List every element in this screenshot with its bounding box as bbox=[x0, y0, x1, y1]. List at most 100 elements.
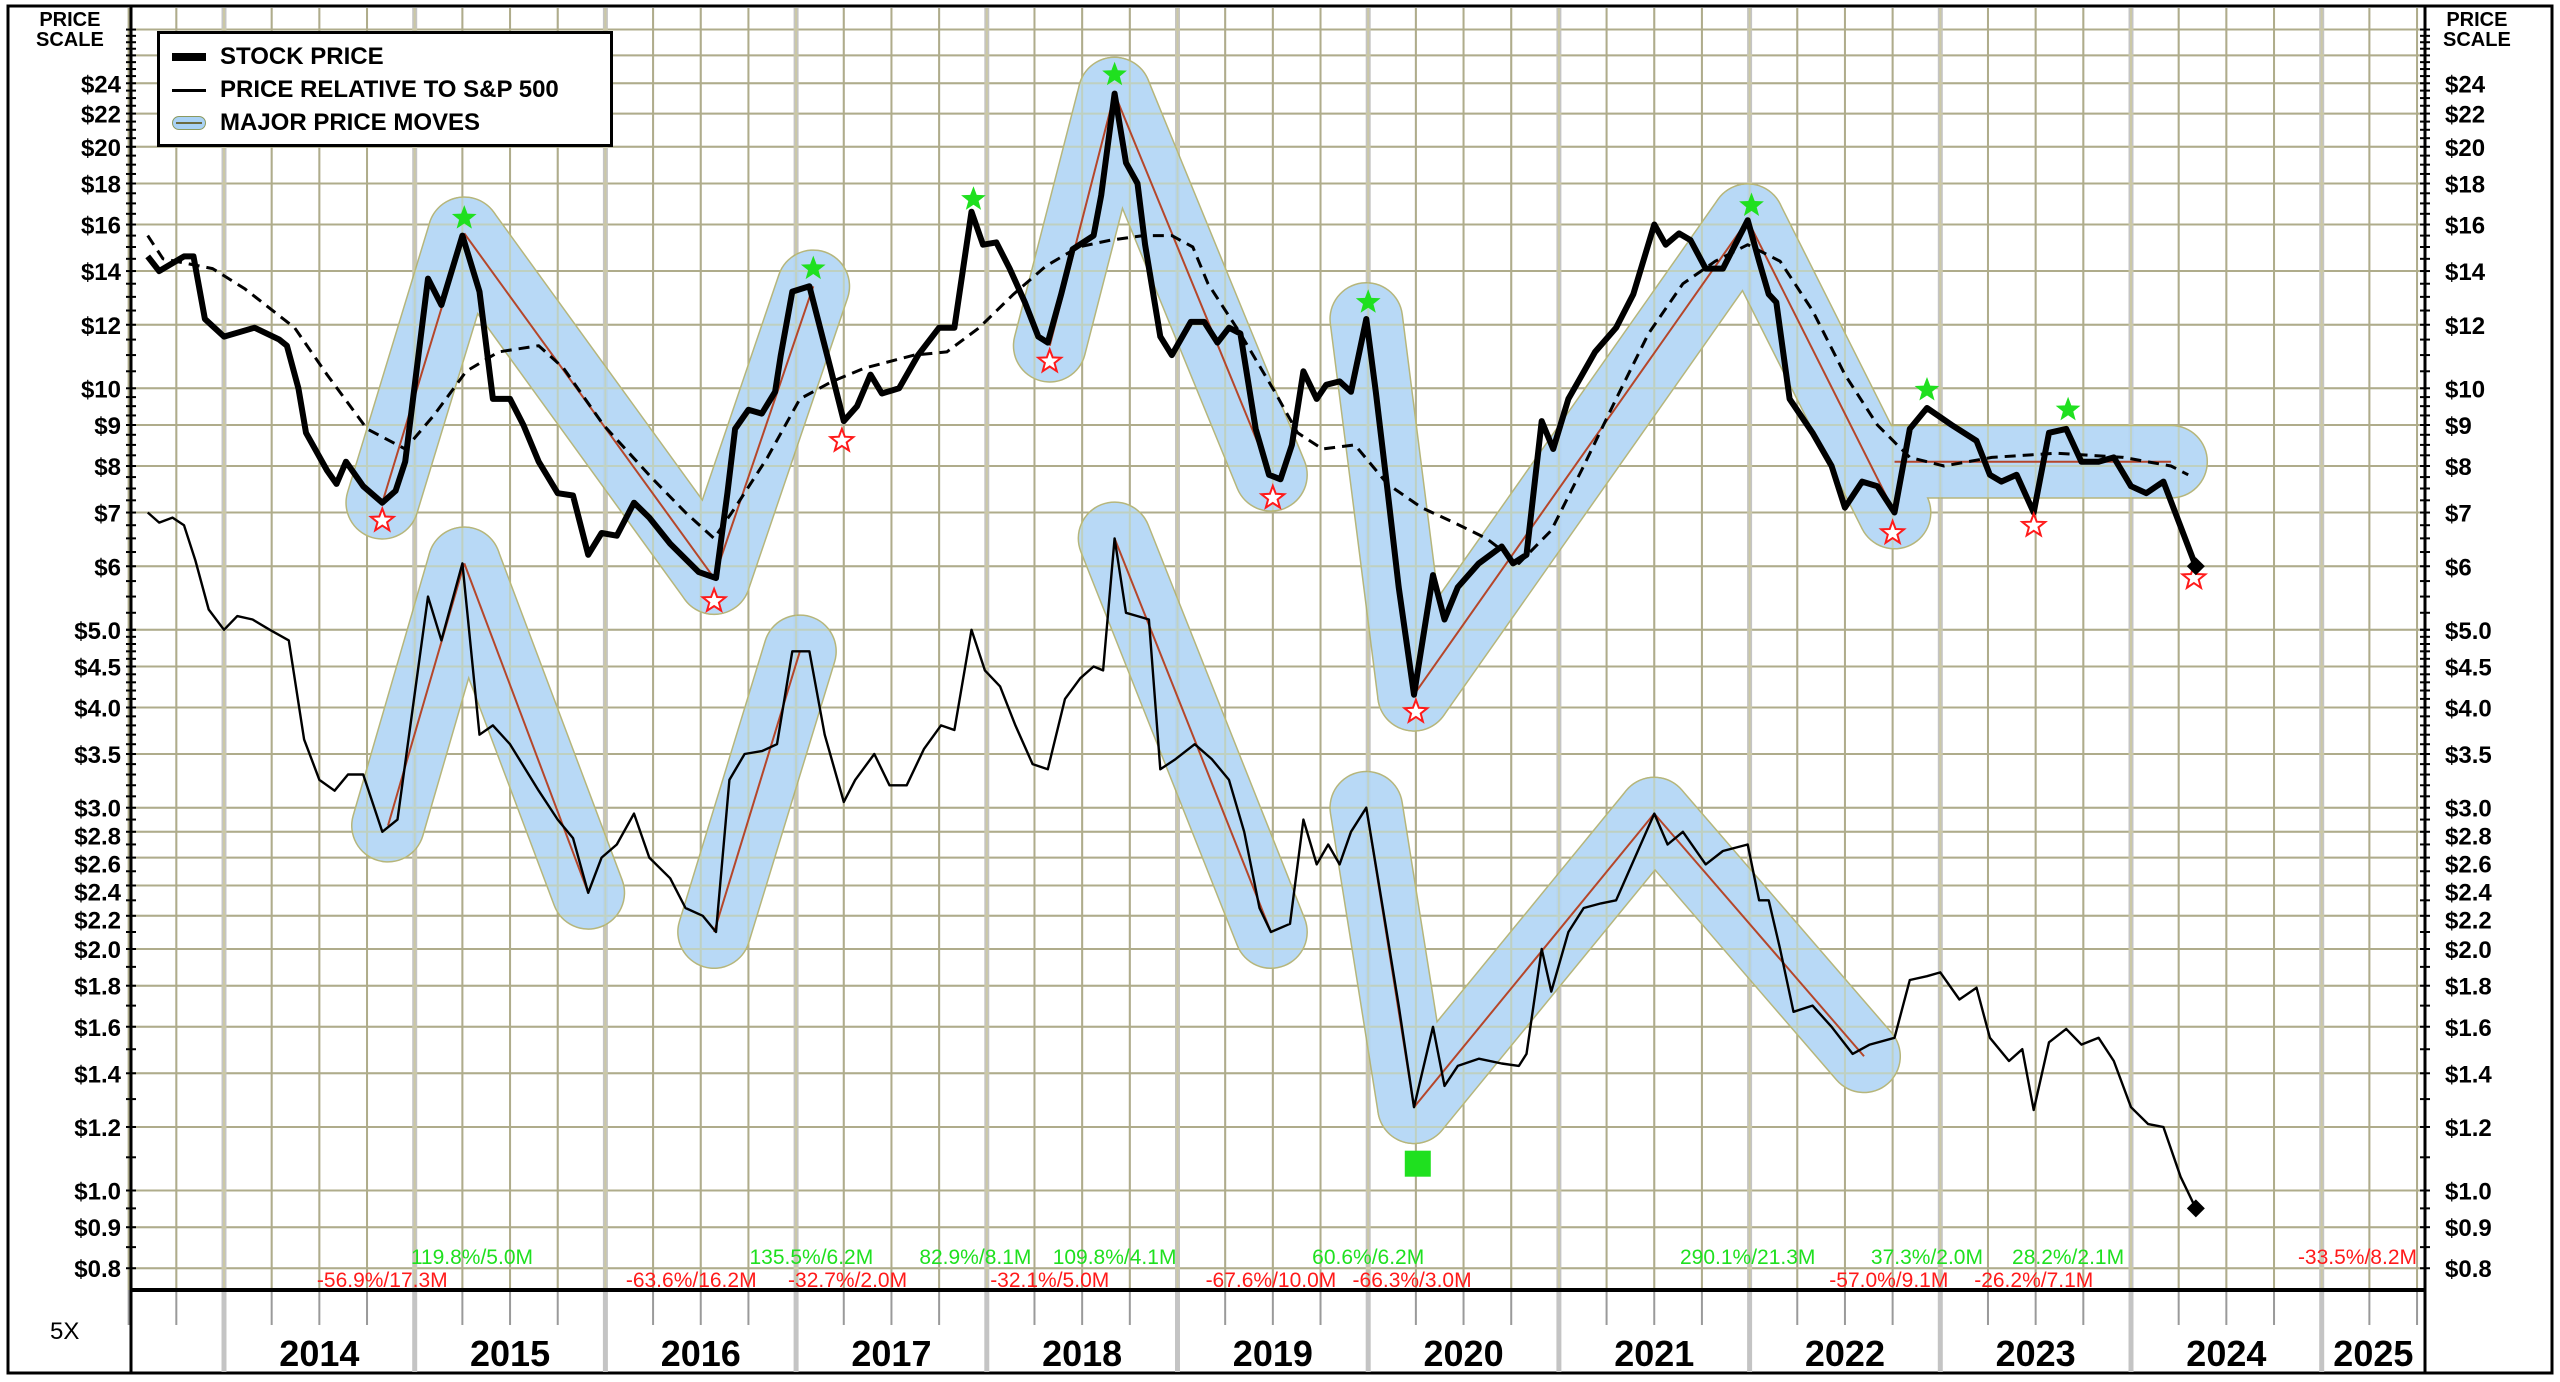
series-price-relative-to-s-p-500 bbox=[146, 511, 2197, 1209]
y-tick-label-right: $22 bbox=[2445, 102, 2485, 129]
y-tick-label-left: $8 bbox=[94, 454, 121, 481]
y-tick-label-left: $4.5 bbox=[74, 654, 121, 681]
y-tick-label-left: $7 bbox=[94, 501, 121, 528]
peak-star-icon bbox=[1355, 289, 1381, 313]
y-tick-label-left: $1.4 bbox=[74, 1061, 121, 1088]
x-tick-label: 2025 bbox=[2333, 1333, 2413, 1374]
major-move-line bbox=[1413, 812, 1656, 1108]
y-tick-label-left: $2.0 bbox=[74, 937, 121, 964]
move-annotation: 37.3%/2.0M bbox=[1871, 1246, 1983, 1269]
y-tick-label-right: $4.0 bbox=[2445, 696, 2492, 723]
y-tick-label-left: $24 bbox=[81, 71, 122, 98]
y-tick-label-right: $9 bbox=[2445, 413, 2472, 440]
y-tick-label-left: $1.6 bbox=[74, 1015, 121, 1042]
y-tick-label-left: $16 bbox=[81, 213, 121, 240]
x-tick-label: 2021 bbox=[1614, 1333, 1694, 1374]
y-tick-label-right: $20 bbox=[2445, 135, 2485, 162]
y-tick-label-left: $5.0 bbox=[74, 618, 121, 645]
y-tick-label-right: $2.4 bbox=[2445, 880, 2492, 907]
capsule-swatch-icon bbox=[172, 116, 206, 130]
scale-factor-label: 5X bbox=[50, 1318, 80, 1345]
y-tick-label-right: $6 bbox=[2445, 554, 2472, 581]
left-axis-title: PRICE SCALE bbox=[36, 10, 104, 50]
series-stock-price bbox=[145, 90, 2199, 698]
y-tick-label-left: $18 bbox=[81, 171, 121, 198]
y-tick-label-right: $5.0 bbox=[2445, 618, 2492, 645]
peak-star-icon bbox=[1739, 192, 1764, 216]
grid-overlay bbox=[127, 8, 2425, 1290]
y-tick-label-right: $0.9 bbox=[2445, 1215, 2492, 1242]
legend-label: PRICE RELATIVE TO S&P 500 bbox=[220, 76, 559, 103]
y-tick-label-left: $3.0 bbox=[74, 796, 121, 823]
left-axis-title-line1: PRICE bbox=[39, 9, 101, 31]
y-tick-label-right: $2.8 bbox=[2445, 824, 2492, 851]
left-axis-title-line2: SCALE bbox=[36, 29, 104, 51]
major-move-line bbox=[1413, 219, 1749, 696]
legend-item-relative: PRICE RELATIVE TO S&P 500 bbox=[172, 75, 559, 105]
y-tick-label-left: $10 bbox=[81, 376, 121, 403]
x-tick-label: 2017 bbox=[851, 1333, 931, 1374]
y-tick-label-left: $2.4 bbox=[74, 880, 121, 907]
trough-star-icon bbox=[1878, 518, 1907, 546]
major-move-line bbox=[1653, 812, 1865, 1057]
y-tick-label-right: $2.6 bbox=[2445, 852, 2492, 879]
y-tick-label-right: $7 bbox=[2445, 501, 2472, 528]
y-tick-label-left: $1.8 bbox=[74, 974, 121, 1001]
y-tick-label-right: $10 bbox=[2445, 376, 2485, 403]
move-annotation: -26.2%/7.1M bbox=[1974, 1269, 2093, 1292]
trough-star-icon bbox=[368, 505, 397, 533]
right-axis-title-line1: PRICE bbox=[2446, 9, 2508, 31]
move-annotation: 119.8%/5.0M bbox=[411, 1246, 533, 1269]
move-annotation: -32.1%/5.0M bbox=[990, 1269, 1109, 1292]
chart-legend: STOCK PRICE PRICE RELATIVE TO S&P 500 MA… bbox=[157, 31, 613, 147]
y-tick-label-right: $4.5 bbox=[2445, 654, 2492, 681]
y-tick-label-left: $22 bbox=[81, 102, 121, 129]
y-tick-label-right: $1.8 bbox=[2445, 974, 2492, 1001]
y-tick-label-right: $2.0 bbox=[2445, 937, 2492, 964]
trough-star-icon bbox=[2019, 510, 2048, 538]
y-tick-label-left: $6 bbox=[94, 554, 121, 581]
move-annotation: 109.8%/4.1M bbox=[1053, 1246, 1177, 1269]
move-annotation: 28.2%/2.1M bbox=[2012, 1246, 2124, 1269]
end-diamond-icon bbox=[2186, 557, 2205, 576]
y-tick-label-right: $1.4 bbox=[2445, 1061, 2492, 1088]
trough-star-icon bbox=[2179, 563, 2209, 591]
legend-item-stock-price: STOCK PRICE bbox=[172, 42, 384, 72]
move-annotation: 82.9%/8.1M bbox=[919, 1246, 1031, 1269]
thick-line-swatch-icon bbox=[172, 53, 206, 61]
y-tick-label-right: $3.0 bbox=[2445, 796, 2492, 823]
thin-line-swatch-icon bbox=[172, 88, 206, 92]
y-tick-label-left: $20 bbox=[81, 135, 121, 162]
y-tick-label-right: $1.6 bbox=[2445, 1015, 2492, 1042]
major-move-line bbox=[713, 285, 815, 579]
y-tick-label-right: $12 bbox=[2445, 313, 2485, 340]
y-tick-label-right: $1.2 bbox=[2445, 1115, 2492, 1142]
y-tick-label-left: $4.0 bbox=[74, 696, 121, 723]
move-annotation: -66.3%/3.0M bbox=[1353, 1269, 1472, 1292]
y-tick-label-right: $1.0 bbox=[2445, 1179, 2492, 1206]
y-tick-label-right: $3.5 bbox=[2445, 742, 2492, 769]
right-axis-title-line2: SCALE bbox=[2443, 29, 2511, 51]
y-tick-label-right: $18 bbox=[2445, 171, 2485, 198]
legend-label: STOCK PRICE bbox=[220, 43, 384, 70]
x-tick-label: 2024 bbox=[2186, 1333, 2266, 1374]
y-tick-label-left: $0.9 bbox=[74, 1215, 121, 1242]
major-move-line bbox=[1113, 93, 1272, 476]
y-tick-label-left: $14 bbox=[81, 259, 122, 286]
trough-star-icon bbox=[1258, 483, 1288, 510]
x-tick-label: 2020 bbox=[1424, 1333, 1504, 1374]
end-diamond-icon bbox=[2186, 1199, 2205, 1218]
y-tick-label-right: $8 bbox=[2445, 454, 2472, 481]
move-annotation: -63.6%/16.2M bbox=[626, 1269, 757, 1292]
major-move-line bbox=[1746, 219, 1896, 513]
right-axis-title: PRICE SCALE bbox=[2443, 10, 2511, 50]
move-annotation: 60.6%/6.2M bbox=[1312, 1246, 1424, 1269]
y-tick-label-right: $0.8 bbox=[2445, 1256, 2492, 1283]
move-annotation: -67.6%/10.0M bbox=[1206, 1269, 1337, 1292]
peak-star-icon bbox=[2055, 396, 2081, 421]
peak-star-icon bbox=[1914, 377, 1940, 401]
y-tick-label-right: $14 bbox=[2445, 259, 2486, 286]
x-tick-label: 2014 bbox=[279, 1333, 359, 1374]
move-annotation: 135.5%/6.2M bbox=[749, 1246, 873, 1269]
